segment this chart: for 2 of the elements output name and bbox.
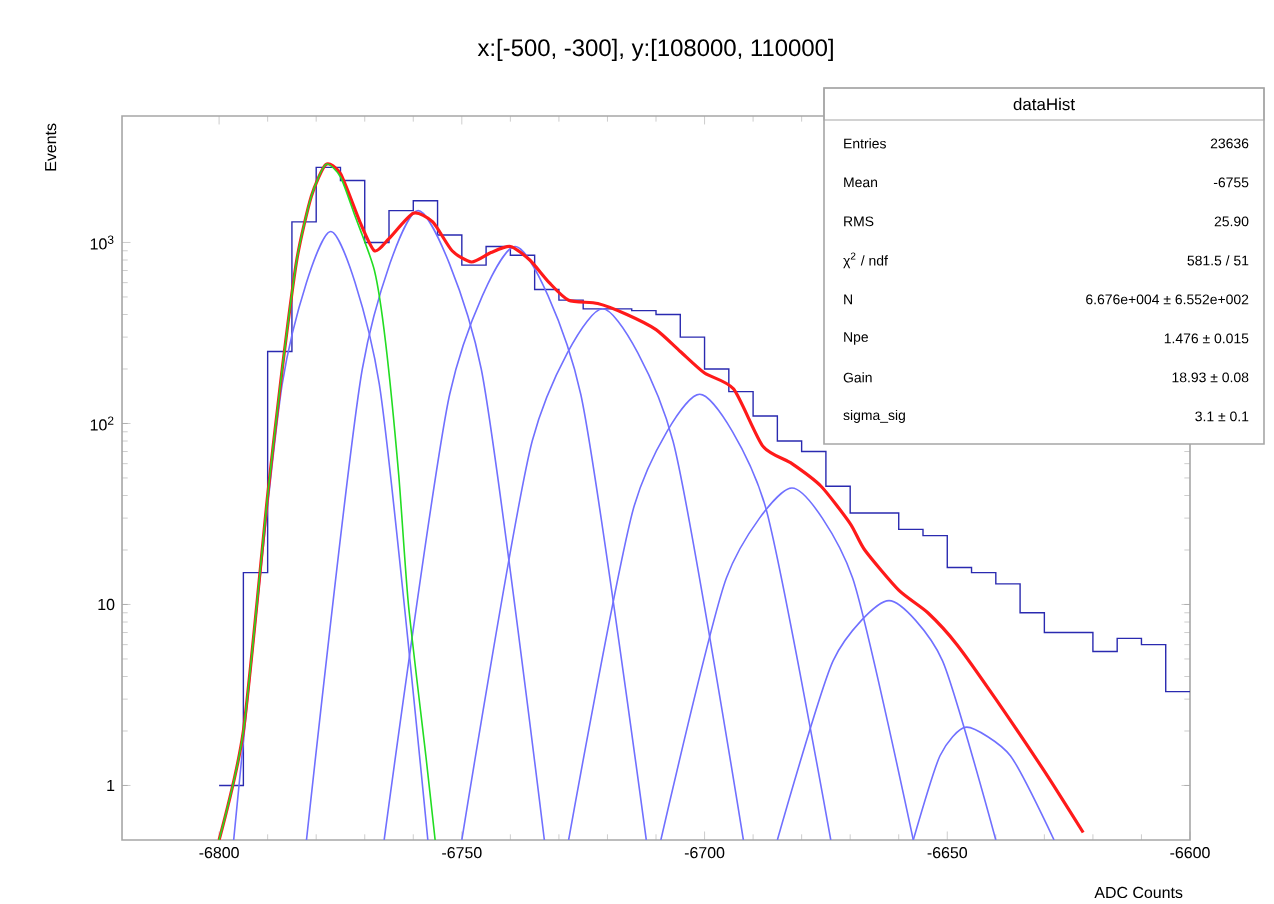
text: dataHist — [1013, 97, 1075, 110]
chart-title: x:[-500, -300], y:[108000, 110000] — [477, 38, 833, 61]
